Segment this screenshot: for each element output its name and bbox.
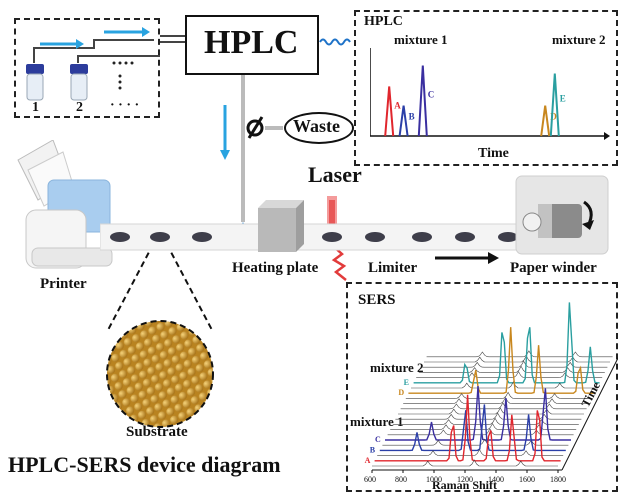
hplc-peak-label-B: B [409,111,415,121]
hplc-box[interactable] [185,15,319,75]
sers-series-label-A: A [365,456,371,465]
substrate-sphere [104,318,216,430]
waste-label: Waste [293,116,340,136]
sers-tick-label-1200: 1200 [457,475,473,484]
waste-container [284,112,354,144]
sers-spectrum [372,459,558,467]
sers-spectrum [382,438,569,446]
sers-spectrum [395,412,582,420]
sers-spectrum [416,370,603,378]
hplc-peak-label-A: A [394,101,401,111]
sers-mixture1-label: mixture 1 [350,414,404,429]
sers-tick-label-1000: 1000 [426,475,442,484]
sers-panel-title: SERS [358,292,396,308]
limiter-label: Limiter [368,260,418,276]
hplc-peak-label-D: D [550,111,557,121]
hplc-peak-E [549,73,560,137]
hplc-label: HPLC [204,24,299,61]
printer-label: Printer [40,276,87,292]
sample-vials [26,27,160,101]
paper-winder [515,175,609,255]
sers-spectrum [421,360,608,368]
sers-chart-panel [346,282,618,492]
sers-series-label-D: D [398,388,404,397]
hplc-panel-title: HPLC [364,14,403,29]
diagram-title: HPLC-SERS device diagram [8,452,281,477]
sers-series-label-B: B [370,445,376,454]
sers-spectrum [403,396,590,404]
sample-vial-box [14,18,160,118]
paper-strip [100,223,531,251]
vial-more-label: · · · · [110,98,140,113]
sers-spectrum [390,422,577,430]
hplc-chart-panel [354,10,618,166]
sers-spectrum [411,381,597,389]
hplc-peak-label-E: E [560,94,566,104]
sers-spectrum [426,350,613,358]
paper-winder-label: Paper winder [510,260,597,276]
sers-spectrum-D [408,327,595,394]
hplc-chromatogram: AB C DE [370,48,610,140]
printer [17,140,113,269]
sers-spectrum-A [374,394,561,462]
hplc-mixture2-label: mixture 2 [552,32,606,47]
heating-plate [258,200,304,252]
heating-plate-label: Heating plate [232,260,319,276]
sers-spectrum [424,355,610,363]
hplc-mixture1-label: mixture 1 [394,32,448,47]
sers-tick-label-1600: 1600 [519,475,535,484]
sers-series-label-E: E [404,378,409,387]
sers-spectrum-E [413,302,600,384]
hplc-peak-D [540,105,551,137]
hplc-peak-C [417,65,428,137]
hplc-peak-B [398,105,409,137]
hplc-peak-label-C: C [428,89,435,99]
sers-xlabel: Raman Shift [432,478,498,492]
vial-1-label: 1 [32,100,39,115]
sers-spectrum [400,402,587,410]
sers-mixture2-label: mixture 2 [370,360,424,375]
sers-spectrum-C [385,385,571,441]
sers-series-label-C: C [375,435,381,444]
sers-spectrum [377,448,564,456]
vial-2-label: 2 [76,100,83,115]
sers-tick-label-1400: 1400 [488,475,504,484]
substrate-label: Substrate [126,424,188,440]
sers-time-axis [561,356,618,471]
sers-spectrum [405,391,592,399]
sers-tick-label-800: 800 [395,475,407,484]
hplc-peak-A [384,86,395,137]
sers-spectrum [398,407,584,415]
laser-label: Laser [308,162,362,187]
hplc-xlabel: Time [478,146,509,161]
sers-tick-label-1800: 1800 [550,475,566,484]
sers-tick-label-600: 600 [364,475,376,484]
